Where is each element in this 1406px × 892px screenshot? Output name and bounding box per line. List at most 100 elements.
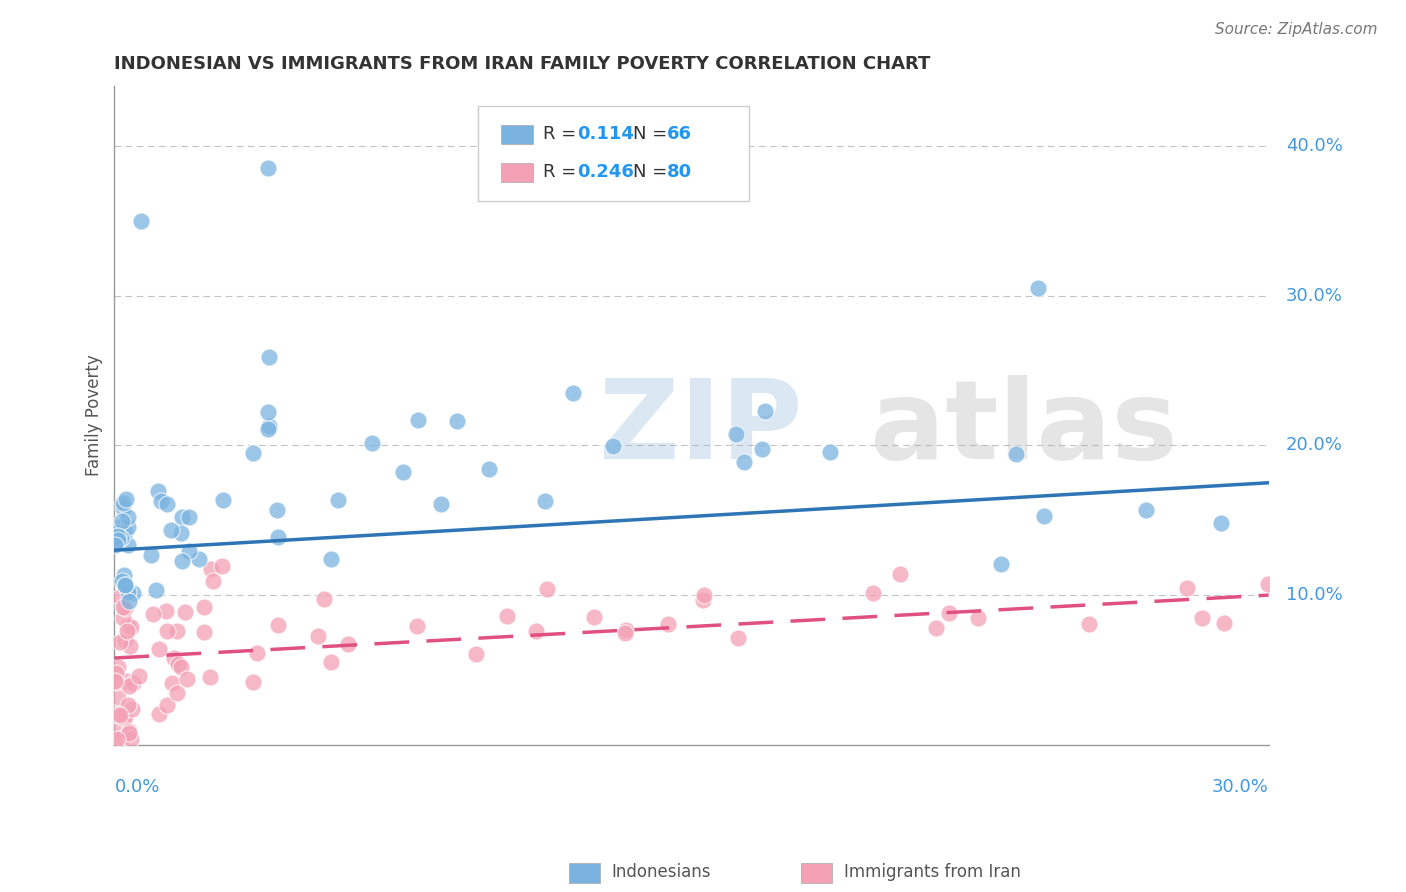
Point bbox=[257, 422, 280, 436]
Point bbox=[727, 631, 749, 645]
Point bbox=[114, 578, 136, 592]
Point bbox=[336, 637, 359, 651]
Point bbox=[408, 413, 430, 427]
Point bbox=[118, 679, 141, 693]
Point bbox=[657, 616, 679, 631]
Point bbox=[107, 533, 129, 547]
Point bbox=[1033, 508, 1056, 523]
Point bbox=[156, 624, 179, 639]
Point bbox=[266, 503, 288, 517]
Point bbox=[115, 624, 138, 638]
Point bbox=[107, 690, 129, 704]
Text: 0.246: 0.246 bbox=[578, 163, 634, 181]
Text: 0.0%: 0.0% bbox=[114, 778, 160, 796]
Point bbox=[267, 530, 290, 544]
Point bbox=[105, 675, 128, 690]
Point bbox=[150, 493, 173, 508]
Point bbox=[145, 583, 167, 598]
Point bbox=[361, 436, 384, 450]
Point bbox=[118, 639, 141, 653]
Point bbox=[104, 673, 127, 688]
Point bbox=[246, 646, 269, 660]
Point bbox=[108, 723, 131, 737]
Point bbox=[257, 405, 280, 419]
Point bbox=[105, 732, 128, 747]
Point bbox=[326, 492, 349, 507]
Point bbox=[990, 557, 1012, 571]
Text: ZIP: ZIP bbox=[599, 375, 803, 482]
Point bbox=[602, 440, 624, 454]
Point bbox=[107, 530, 129, 544]
Point bbox=[117, 594, 139, 608]
Point bbox=[307, 629, 329, 643]
Text: 0.114: 0.114 bbox=[578, 126, 634, 144]
Point bbox=[110, 635, 132, 649]
Point bbox=[120, 731, 142, 746]
Point bbox=[465, 648, 488, 662]
Point bbox=[114, 710, 136, 724]
Point bbox=[111, 514, 134, 528]
Point bbox=[122, 676, 145, 690]
Point bbox=[108, 520, 131, 534]
Point bbox=[1026, 281, 1049, 295]
Point bbox=[111, 731, 134, 745]
Point bbox=[114, 600, 136, 615]
Point bbox=[172, 510, 194, 524]
Point bbox=[163, 651, 186, 665]
Text: 30.0%: 30.0% bbox=[1212, 778, 1268, 796]
Point bbox=[160, 676, 183, 690]
Text: 20.0%: 20.0% bbox=[1286, 436, 1343, 454]
Point bbox=[524, 624, 547, 638]
Point bbox=[107, 529, 129, 543]
Point bbox=[938, 606, 960, 620]
Text: 66: 66 bbox=[668, 126, 692, 144]
Point bbox=[103, 538, 125, 552]
Point bbox=[114, 633, 136, 648]
Point bbox=[148, 484, 170, 499]
Point bbox=[754, 404, 776, 418]
Point bbox=[392, 465, 415, 479]
Point bbox=[478, 462, 501, 476]
Point bbox=[212, 492, 235, 507]
Point bbox=[242, 675, 264, 690]
Point bbox=[582, 610, 605, 624]
Point bbox=[1257, 577, 1279, 591]
Point bbox=[117, 585, 139, 599]
Point bbox=[148, 707, 170, 722]
Point bbox=[889, 566, 911, 581]
Point bbox=[173, 605, 195, 619]
FancyBboxPatch shape bbox=[501, 163, 533, 182]
Point bbox=[104, 525, 127, 540]
Point bbox=[319, 552, 342, 566]
Point bbox=[820, 444, 842, 458]
Point bbox=[430, 497, 453, 511]
Point bbox=[692, 593, 714, 607]
Point bbox=[117, 509, 139, 524]
Point bbox=[166, 624, 188, 639]
Point bbox=[112, 600, 135, 615]
Text: 80: 80 bbox=[668, 163, 692, 181]
Text: 40.0%: 40.0% bbox=[1286, 136, 1343, 154]
Point bbox=[128, 668, 150, 682]
Point bbox=[405, 618, 427, 632]
Text: 10.0%: 10.0% bbox=[1286, 586, 1343, 604]
Point bbox=[166, 657, 188, 672]
Point bbox=[111, 711, 134, 725]
Point bbox=[118, 725, 141, 739]
Point bbox=[751, 442, 773, 456]
Point bbox=[148, 642, 170, 657]
Point bbox=[200, 562, 222, 576]
Text: Immigrants from Iran: Immigrants from Iran bbox=[844, 863, 1021, 881]
Point bbox=[1078, 617, 1101, 632]
Point bbox=[110, 531, 132, 545]
Point bbox=[108, 590, 131, 604]
FancyBboxPatch shape bbox=[501, 125, 533, 144]
Point bbox=[534, 493, 557, 508]
Point bbox=[142, 607, 165, 621]
Text: Indonesians: Indonesians bbox=[612, 863, 711, 881]
Point bbox=[925, 621, 948, 635]
Y-axis label: Family Poverty: Family Poverty bbox=[86, 354, 103, 476]
Point bbox=[111, 496, 134, 510]
Text: R =: R = bbox=[543, 126, 582, 144]
Point bbox=[156, 497, 179, 511]
